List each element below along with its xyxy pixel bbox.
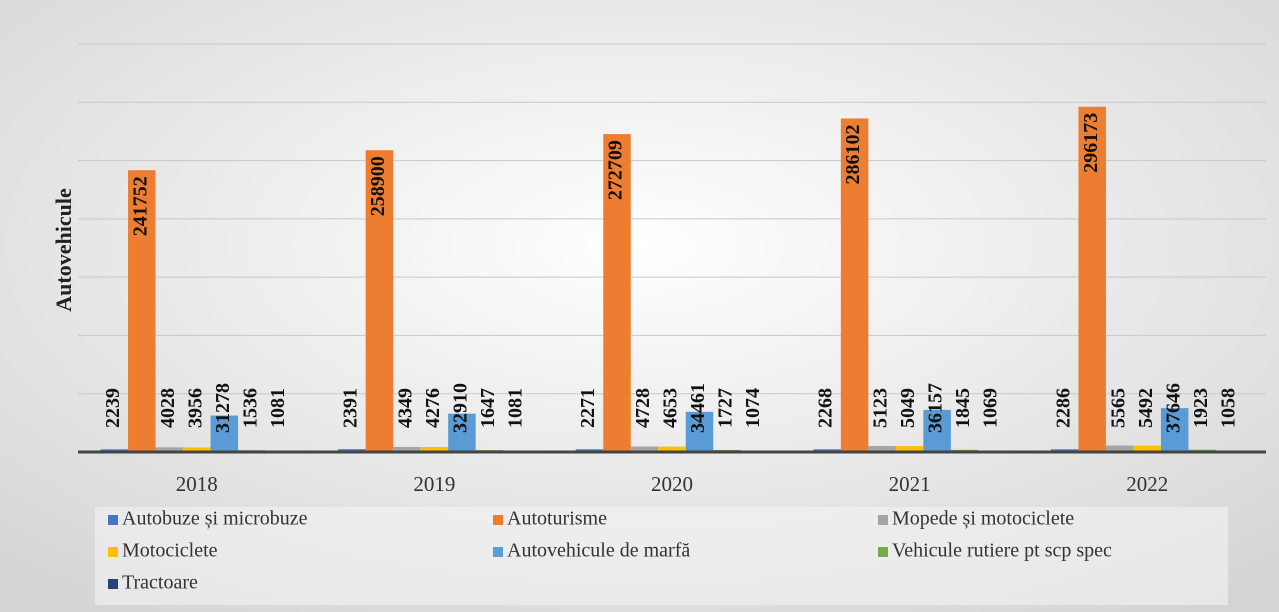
x-tick-label: 2022 [1126, 472, 1168, 496]
legend-swatch [878, 547, 888, 557]
bar [210, 415, 239, 452]
legend-swatch [493, 515, 503, 525]
bar [393, 446, 421, 452]
data-label: 1845 [952, 388, 974, 428]
data-label: 286102 [842, 124, 864, 184]
data-label: 1069 [980, 388, 1002, 428]
data-label: 4349 [394, 388, 416, 428]
data-label: 37646 [1162, 383, 1184, 433]
bar [1133, 445, 1161, 452]
x-tick-label: 2020 [651, 472, 693, 496]
data-label: 4653 [660, 388, 682, 428]
legend-swatch [493, 547, 503, 557]
bar [840, 118, 869, 452]
legend-label: Tractoare [122, 572, 198, 594]
data-label: 4028 [157, 388, 179, 428]
data-label: 296173 [1080, 113, 1102, 173]
data-label: 5492 [1135, 388, 1157, 428]
bar [630, 446, 659, 452]
legend-swatch [108, 547, 118, 557]
data-label: 34461 [687, 383, 709, 433]
data-label: 5123 [870, 388, 892, 428]
legend-label: Autovehicule de marfă [507, 540, 690, 562]
data-label: 1058 [1217, 388, 1239, 428]
bar [448, 413, 476, 452]
legend-label: Mopede și motociclete [892, 508, 1074, 530]
data-label: 36157 [925, 383, 947, 433]
legend-swatch [108, 515, 118, 525]
legend-swatch [108, 579, 118, 589]
data-label: 2268 [815, 388, 837, 428]
data-label: 2239 [102, 388, 124, 428]
bar [685, 411, 714, 452]
data-label: 1647 [477, 388, 499, 428]
x-tick-label: 2021 [889, 472, 931, 496]
data-label: 4276 [422, 388, 444, 428]
data-label: 3956 [184, 388, 206, 428]
legend-label: Vehicule rutiere pt scp spec [892, 540, 1112, 562]
data-label: 258900 [367, 156, 389, 216]
data-label: 5049 [897, 388, 919, 428]
legend-label: Autoturisme [507, 508, 607, 530]
legend-swatch [878, 515, 888, 525]
data-label: 272709 [605, 140, 627, 200]
data-label: 1536 [239, 388, 261, 428]
data-label: 1923 [1190, 388, 1212, 428]
data-label: 241752 [129, 176, 151, 236]
x-tick-label: 2018 [176, 472, 218, 496]
bar [1160, 408, 1189, 452]
x-tick-label: 2019 [413, 472, 455, 496]
legend-label: Motociclete [122, 540, 218, 562]
data-label: 1081 [267, 388, 289, 428]
data-label: 1074 [742, 388, 764, 428]
data-label: 4728 [632, 388, 654, 428]
data-label: 1727 [715, 388, 737, 428]
bar [365, 150, 394, 452]
data-label: 32910 [449, 383, 471, 433]
bar [923, 409, 951, 452]
bar [1078, 106, 1106, 453]
bar [1105, 445, 1134, 452]
legend-label: Autobuze și microbuze [122, 508, 308, 530]
y-axis-title: Autovehicule [51, 188, 76, 312]
bar [420, 447, 449, 452]
data-label: 5565 [1107, 388, 1129, 428]
legend-box [95, 507, 1228, 605]
bar [603, 134, 631, 452]
bar [658, 446, 686, 452]
bar [128, 170, 156, 453]
data-label: 2271 [577, 388, 599, 428]
data-label: 2391 [339, 388, 361, 428]
bar [868, 446, 896, 452]
bar [155, 447, 184, 452]
bar [183, 447, 211, 452]
data-label: 31278 [212, 383, 234, 433]
data-label: 2286 [1052, 388, 1074, 428]
bar [895, 446, 924, 452]
data-label: 1081 [504, 388, 526, 428]
